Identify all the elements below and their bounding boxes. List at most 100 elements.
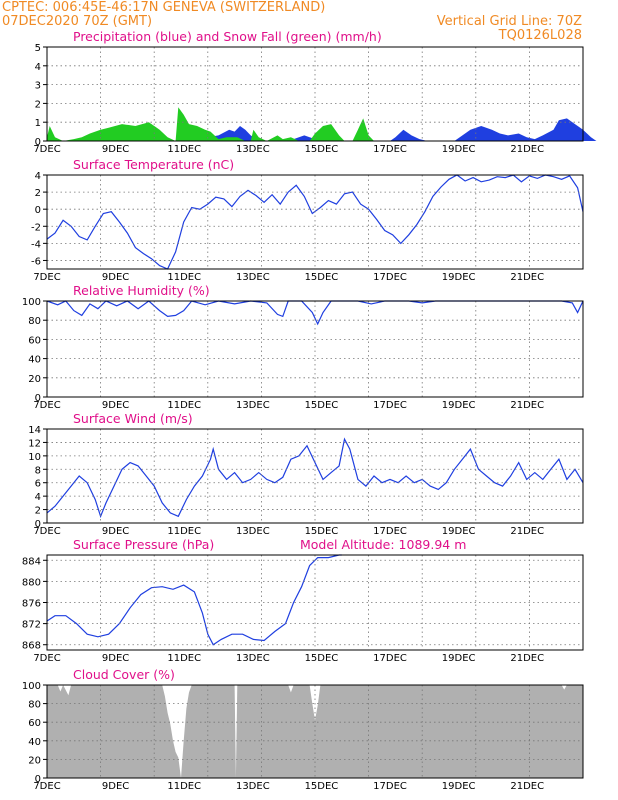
x-tick-label: 21DEC [510,272,544,283]
y-tick-label: 0 [35,205,41,216]
y-tick-label: 0 [35,774,41,785]
x-tick-label: 21DEC [510,144,544,155]
x-tick-label: 9DEC [102,526,129,537]
x-tick-label: 13DEC [236,272,270,283]
y-tick-label: 14 [28,425,41,436]
header-grid-line: Vertical Grid Line: 70Z [436,14,582,29]
y-tick-label: 20 [28,374,41,385]
x-tick-label: 13DEC [236,653,270,664]
y-tick-label: 5 [35,43,41,54]
y-tick-label: 80 [28,700,41,711]
x-tick-label: 19DEC [442,144,476,155]
x-tick-label: 21DEC [510,526,544,537]
y-tick-label: 12 [28,438,41,449]
panel-frame [46,684,584,779]
series-surface-temperature [46,174,584,270]
header-model-code: TQ0126L028 [498,28,582,43]
series-precipitation [47,118,597,141]
x-tick-label: 11DEC [167,400,201,411]
panel-2: -6 -4 -2 0 2 4 7DEC 9DEC 11DEC 13DEC 15DEC 17DEC 19D… [31,157,584,283]
y-tick-label: 4 [35,492,41,503]
header-date: 07DEC2020 70Z (GMT) [2,14,153,29]
y-tick-label: 20 [28,755,41,766]
series-surface-wind [46,437,584,519]
y-tick-label: 2 [35,99,41,110]
header: CPTEC: 006:45E-46:17N GENEVA (SWITZERLAN… [0,0,618,48]
x-tick-label: 11DEC [167,781,201,792]
x-tick-label: 21DEC [510,653,544,664]
panel-6: 0 20 40 60 80 100 7DEC 9DEC 11DEC 13DEC 15DEC 17DEC… [22,667,584,792]
y-tick-label: 10 [28,452,41,463]
panel-title: Relative Humidity (%) [73,283,210,298]
x-tick-label: 9DEC [102,272,129,283]
y-tick-label: 60 [28,335,41,346]
x-tick-label: 13DEC [236,144,270,155]
x-tick-label: 19DEC [442,781,476,792]
x-tick-label: 9DEC [102,400,129,411]
x-tick-label: 19DEC [442,272,476,283]
y-tick-label: 2 [35,188,41,199]
x-tick-label: 21DEC [510,400,544,411]
panel-title: Surface Pressure (hPa) [73,537,214,552]
y-tick-label: 884 [22,556,41,567]
x-tick-label: 7DEC [33,272,60,283]
series-snow-fall [47,107,374,141]
y-tick-label: 100 [22,297,41,308]
x-tick-label: 15DEC [305,144,339,155]
panel-5: 868 872 876 880 884 7DEC 9DEC 11DEC 13DEC 15DEC 17… [22,537,584,664]
panel-frame [46,300,584,398]
y-tick-label: 8 [35,465,41,476]
panel-annotation: Model Altitude: 1089.94 m [300,537,466,552]
x-tick-label: 9DEC [102,781,129,792]
y-tick-label: 0 [35,519,41,530]
panel-title: Cloud Cover (%) [73,667,175,682]
x-tick-label: 17DEC [373,653,407,664]
x-tick-label: 11DEC [167,144,201,155]
x-tick-label: 7DEC [33,781,60,792]
x-tick-label: 17DEC [373,400,407,411]
x-tick-label: 19DEC [442,526,476,537]
x-tick-label: 19DEC [442,653,476,664]
y-tick-label: 876 [22,599,41,610]
x-tick-label: 15DEC [305,272,339,283]
panel-title: Surface Wind (m/s) [73,411,193,426]
y-tick-label: 868 [22,641,41,652]
x-tick-label: 17DEC [373,781,407,792]
x-tick-label: 7DEC [33,526,60,537]
y-tick-label: 0 [35,137,41,148]
panel-frame [46,428,584,524]
y-tick-label: 40 [28,737,41,748]
x-tick-label: 7DEC [33,400,60,411]
x-tick-label: 7DEC [33,144,60,155]
y-tick-label: 3 [35,81,41,92]
x-tick-label: 15DEC [305,400,339,411]
x-tick-label: 9DEC [102,653,129,664]
y-tick-label: 0 [35,393,41,404]
x-tick-label: 15DEC [305,653,339,664]
x-tick-label: 13DEC [236,526,270,537]
panel-1: 0 1 2 3 4 5 7DEC 9DEC 11DEC 13DEC 15DEC 17DEC 19DEC 2… [33,29,597,155]
y-tick-label: -6 [31,256,41,267]
y-tick-label: 872 [22,620,41,631]
y-tick-label: 4 [35,171,41,182]
y-tick-label: 6 [35,479,41,490]
y-tick-label: 60 [28,718,41,729]
x-tick-label: 17DEC [373,272,407,283]
x-tick-label: 11DEC [167,653,201,664]
x-tick-label: 13DEC [236,781,270,792]
y-tick-label: -2 [31,222,41,233]
series-surface-pressure [46,554,342,646]
panel-frame [46,174,584,270]
panel-title: Precipitation (blue) and Snow Fall (gree… [73,29,382,44]
x-tick-label: 21DEC [510,781,544,792]
panel-title: Surface Temperature (nC) [73,157,234,172]
x-tick-label: 19DEC [442,400,476,411]
x-tick-label: 7DEC [33,653,60,664]
x-tick-label: 11DEC [167,272,201,283]
header-location: CPTEC: 006:45E-46:17N GENEVA (SWITZERLAN… [2,0,326,15]
y-tick-label: 880 [22,577,41,588]
y-tick-label: 1 [35,118,41,129]
x-tick-label: 11DEC [167,526,201,537]
x-tick-label: 17DEC [373,144,407,155]
